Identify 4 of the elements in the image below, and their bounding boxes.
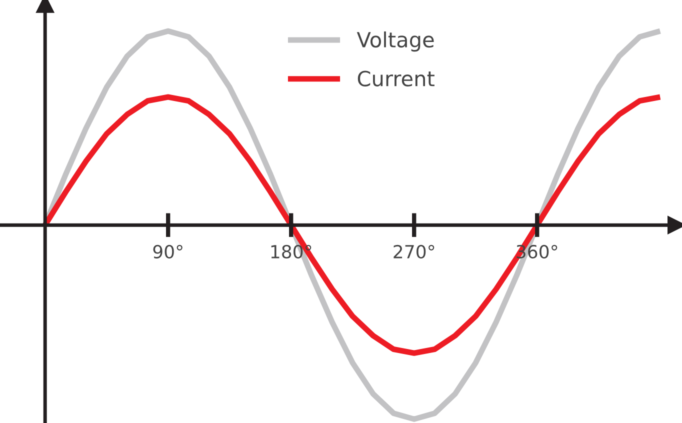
legend-label: Voltage [356,31,434,52]
legend-label: Current [358,70,434,86]
x-tick-label: 90° [153,244,182,259]
x-tick-label: 270° [394,244,434,259]
